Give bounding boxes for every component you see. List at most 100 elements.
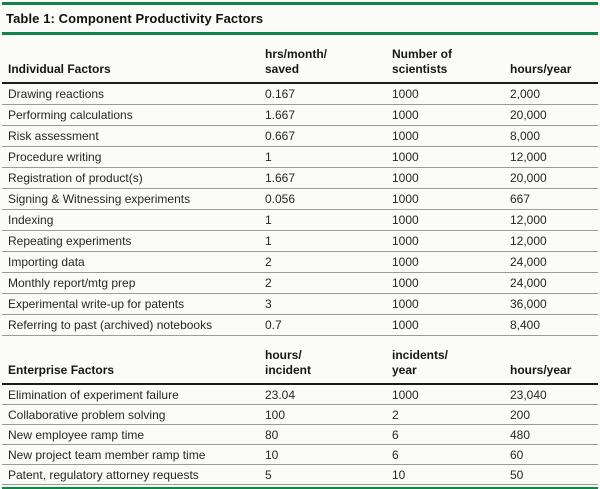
hours-year-cell: 24,000 bbox=[510, 276, 547, 290]
count-cell: 1000 bbox=[392, 213, 419, 227]
hours-year-cell: 667 bbox=[510, 192, 531, 206]
factor-name-cell: Elimination of experiment failure bbox=[8, 387, 179, 402]
rate-cell: 0.056 bbox=[265, 192, 296, 206]
column-header-incidents-year: incidents/ year bbox=[392, 348, 449, 377]
table-row: Experimental write-up for patents 3 1000… bbox=[2, 294, 598, 315]
table-row: Signing & Witnessing experiments 0.056 1… bbox=[2, 189, 598, 210]
column-header-number-of-scientists: Number of scientists bbox=[392, 47, 452, 76]
rate-cell: 2 bbox=[265, 255, 272, 269]
individual-factors-header-row: Individual Factors hrs/month/ saved Numb… bbox=[2, 35, 598, 84]
section-enterprise-factors: Enterprise Factors hours/ incident incid… bbox=[2, 336, 598, 485]
rate-cell: 2 bbox=[265, 276, 272, 290]
count-cell: 1000 bbox=[392, 297, 419, 311]
rate-cell: 5 bbox=[265, 467, 272, 482]
factor-name-cell: Patent, regulatory attorney requests bbox=[8, 467, 199, 482]
count-cell: 1000 bbox=[392, 150, 419, 164]
column-header-enterprise-factors: Enterprise Factors bbox=[8, 363, 115, 377]
rate-cell: 1 bbox=[265, 234, 272, 248]
section-individual-factors: Individual Factors hrs/month/ saved Numb… bbox=[2, 35, 598, 336]
count-cell: 1000 bbox=[392, 192, 419, 206]
table-row: Performing calculations 1.667 1000 20,00… bbox=[2, 105, 598, 126]
factor-name-cell: Registration of product(s) bbox=[8, 171, 143, 185]
table-row: Patent, regulatory attorney requests 5 1… bbox=[2, 465, 598, 485]
hours-year-cell: 8,400 bbox=[510, 318, 541, 332]
table-row: Referring to past (archived) notebooks 0… bbox=[2, 315, 598, 336]
rate-cell: 23.04 bbox=[265, 387, 296, 402]
column-header-individual-factors: Individual Factors bbox=[8, 62, 111, 76]
hours-year-cell: 200 bbox=[510, 407, 531, 422]
hours-year-cell: 12,000 bbox=[510, 150, 547, 164]
count-cell: 1000 bbox=[392, 234, 419, 248]
factor-name-cell: Experimental write-up for patents bbox=[8, 297, 185, 311]
factor-name-cell: Signing & Witnessing experiments bbox=[8, 192, 191, 206]
hours-year-cell: 2,000 bbox=[510, 87, 541, 101]
factor-name-cell: Referring to past (archived) notebooks bbox=[8, 318, 213, 332]
column-header-hours-year: hours/year bbox=[510, 363, 572, 377]
enterprise-factors-rows: Elimination of experiment failure 23.04 … bbox=[2, 385, 598, 485]
rate-cell: 1 bbox=[265, 150, 272, 164]
title-green-rule bbox=[2, 32, 598, 35]
rate-cell: 0.667 bbox=[265, 129, 296, 143]
table-row: Importing data 2 1000 24,000 bbox=[2, 252, 598, 273]
rate-cell: 0.167 bbox=[265, 87, 296, 101]
hours-year-cell: 36,000 bbox=[510, 297, 547, 311]
hours-year-cell: 12,000 bbox=[510, 234, 547, 248]
individual-factors-rows: Drawing reactions 0.167 1000 2,000 Perfo… bbox=[2, 84, 598, 336]
count-cell: 6 bbox=[392, 427, 399, 442]
factor-name-cell: Importing data bbox=[8, 255, 85, 269]
count-cell: 1000 bbox=[392, 171, 419, 185]
rate-cell: 1.667 bbox=[265, 108, 296, 122]
table-row: Procedure writing 1 1000 12,000 bbox=[2, 147, 598, 168]
count-cell: 1000 bbox=[392, 255, 419, 269]
hours-year-cell: 8,000 bbox=[510, 129, 541, 143]
count-cell: 1000 bbox=[392, 276, 419, 290]
count-cell: 10 bbox=[392, 467, 406, 482]
rate-cell: 3 bbox=[265, 297, 272, 311]
hours-year-cell: 480 bbox=[510, 427, 531, 442]
table-row: Risk assessment 0.667 1000 8,000 bbox=[2, 126, 598, 147]
count-cell: 1000 bbox=[392, 318, 419, 332]
bottom-green-rule bbox=[2, 487, 598, 489]
table-title: Table 1: Component Productivity Factors bbox=[6, 11, 264, 26]
column-header-hrs-month-saved: hrs/month/ saved bbox=[265, 47, 327, 76]
factor-name-cell: Performing calculations bbox=[8, 108, 133, 122]
factor-name-cell: Procedure writing bbox=[8, 150, 102, 164]
rate-cell: 1.667 bbox=[265, 171, 296, 185]
factor-name-cell: New project team member ramp time bbox=[8, 447, 206, 462]
factor-name-cell: Risk assessment bbox=[8, 129, 99, 143]
column-header-hours-year: hours/year bbox=[510, 62, 572, 76]
count-cell: 1000 bbox=[392, 129, 419, 143]
count-cell: 1000 bbox=[392, 87, 419, 101]
top-green-rule bbox=[2, 2, 598, 5]
table-row: New employee ramp time 80 6 480 bbox=[2, 425, 598, 445]
hours-year-cell: 20,000 bbox=[510, 108, 547, 122]
factor-name-cell: New employee ramp time bbox=[8, 427, 145, 442]
table-row: Collaborative problem solving 100 2 200 bbox=[2, 405, 598, 425]
hours-year-cell: 20,000 bbox=[510, 171, 547, 185]
table-row: Repeating experiments 1 1000 12,000 bbox=[2, 231, 598, 252]
hours-year-cell: 12,000 bbox=[510, 213, 547, 227]
table-row: Registration of product(s) 1.667 1000 20… bbox=[2, 168, 598, 189]
count-cell: 6 bbox=[392, 447, 399, 462]
count-cell: 2 bbox=[392, 407, 399, 422]
factor-name-cell: Drawing reactions bbox=[8, 87, 105, 101]
enterprise-factors-header-row: Enterprise Factors hours/ incident incid… bbox=[2, 336, 598, 385]
hours-year-cell: 23,040 bbox=[510, 387, 547, 402]
hours-year-cell: 50 bbox=[510, 467, 524, 482]
rate-cell: 1 bbox=[265, 213, 272, 227]
hours-year-cell: 24,000 bbox=[510, 255, 547, 269]
rate-cell: 80 bbox=[265, 427, 279, 442]
factor-name-cell: Repeating experiments bbox=[8, 234, 132, 248]
hours-year-cell: 60 bbox=[510, 447, 524, 462]
table-row: Indexing 1 1000 12,000 bbox=[2, 210, 598, 231]
count-cell: 1000 bbox=[392, 387, 419, 402]
rate-cell: 0.7 bbox=[265, 318, 282, 332]
table-row: Drawing reactions 0.167 1000 2,000 bbox=[2, 84, 598, 105]
factor-name-cell: Monthly report/mtg prep bbox=[8, 276, 136, 290]
table-row: New project team member ramp time 10 6 6… bbox=[2, 445, 598, 465]
table-row: Elimination of experiment failure 23.04 … bbox=[2, 385, 598, 405]
count-cell: 1000 bbox=[392, 108, 419, 122]
rate-cell: 100 bbox=[265, 407, 286, 422]
rate-cell: 10 bbox=[265, 447, 279, 462]
